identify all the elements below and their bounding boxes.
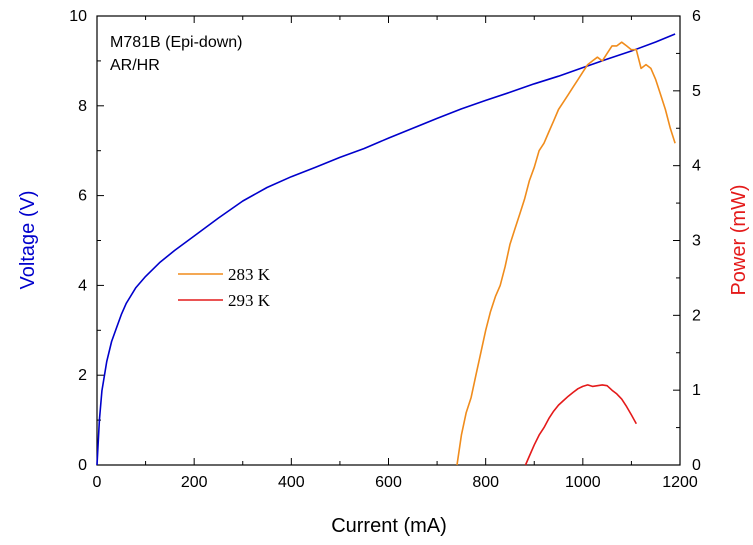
y2-tick-label: 5: [692, 83, 701, 100]
x-tick-label: 800: [472, 474, 499, 491]
y-tick-label: 10: [69, 8, 87, 25]
y2-tick-label: 0: [692, 457, 701, 474]
y-tick-label: 0: [78, 457, 87, 474]
annotation-line-1: M781B (Epi-down): [110, 34, 243, 51]
legend-label: 283 K: [228, 265, 271, 284]
y2-tick-label: 6: [692, 8, 701, 25]
x-tick-label: 1200: [662, 474, 698, 491]
x-tick-label: 200: [181, 474, 208, 491]
plot-frame: [96, 15, 681, 466]
series-line-voltage: [96, 33, 676, 466]
series-line-293-k: [524, 384, 638, 466]
annotation: M781B (Epi-down) AR/HR: [110, 34, 243, 74]
y2-tick-label: 2: [692, 307, 701, 324]
x-tick-label: 400: [278, 474, 305, 491]
x-tick-label: 0: [93, 474, 102, 491]
y-axis-title: Voltage (V): [17, 191, 39, 290]
legend-label: 293 K: [228, 291, 271, 310]
y-tick-label: 4: [78, 277, 87, 294]
legend: 283 K 293 K: [178, 265, 271, 310]
y2-axis-title: Power (mW): [728, 184, 750, 295]
y2-tick-label: 4: [692, 158, 701, 175]
y-tick-label: 2: [78, 367, 87, 384]
y-tick-label: 6: [78, 188, 87, 205]
annotation-line-2: AR/HR: [110, 57, 160, 74]
y-tick-label: 8: [78, 98, 87, 115]
x-axis-title: Current (mA): [331, 515, 447, 537]
series-line-283-k: [456, 41, 676, 466]
series-lines: [96, 33, 676, 466]
x-tick-label: 1000: [565, 474, 601, 491]
y2-tick-label: 1: [692, 382, 701, 399]
x-tick-label: 600: [375, 474, 402, 491]
y2-tick-label: 3: [692, 233, 701, 250]
